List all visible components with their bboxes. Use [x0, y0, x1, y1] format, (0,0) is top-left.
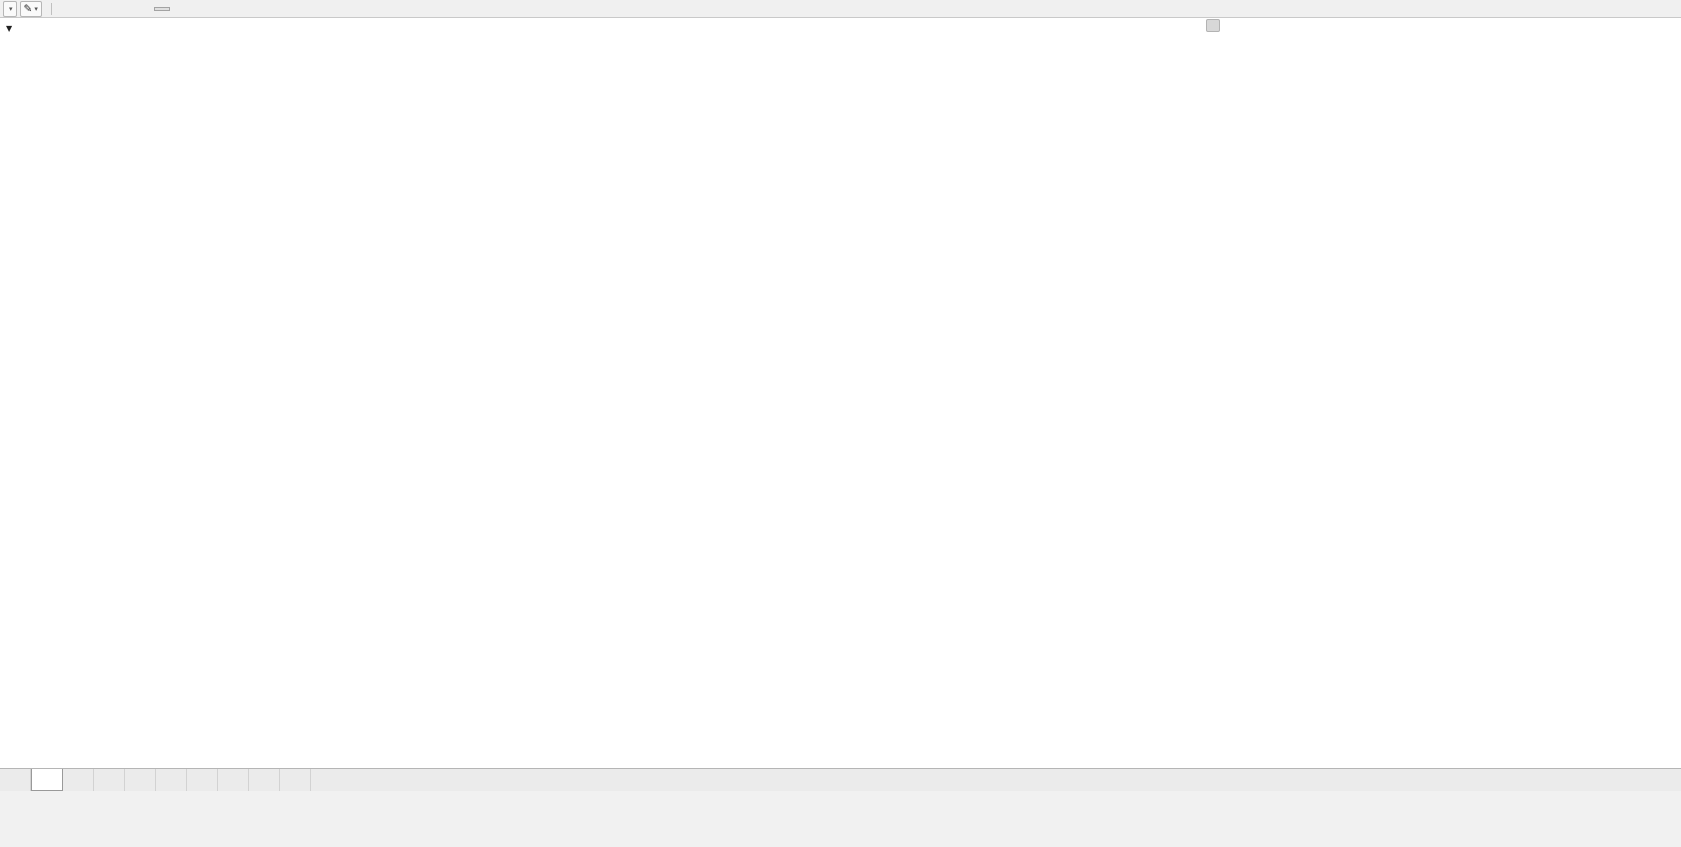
macd-indicator-label: [5, 660, 19, 673]
tab-usdcnh-daily[interactable]: [125, 769, 156, 791]
chevron-down-icon: ▾: [34, 4, 38, 13]
toolbar-separator: [50, 2, 52, 15]
tab-eurusd-daily-2[interactable]: [156, 769, 187, 791]
timeframe-m1-button[interactable]: [58, 7, 74, 11]
timeframe-w1-button[interactable]: [170, 7, 186, 11]
tab-gbpusd-daily[interactable]: [187, 769, 218, 791]
timeframe-h4-button[interactable]: [138, 7, 154, 11]
tab-uk100-daily[interactable]: [280, 769, 311, 791]
collapse-triangle-icon[interactable]: ▼: [6, 24, 13, 33]
timeframe-mn-button[interactable]: [186, 7, 202, 11]
chart-scrollbar-thumb[interactable]: [1206, 19, 1220, 32]
chart-tab-bar: [0, 768, 1681, 791]
candlestick-chart-canvas[interactable]: [0, 18, 1681, 768]
tab-xauusd-h1[interactable]: [218, 769, 249, 791]
top-toolbar: ▾ ✎ ▾: [0, 0, 1681, 18]
chart-symbol-label: ▼: [6, 22, 43, 35]
pen-icon: ✎: [23, 2, 33, 15]
timeframe-m5-button[interactable]: [74, 7, 90, 11]
tab-usdcad-daily[interactable]: [94, 769, 125, 791]
timeframe-m30-button[interactable]: [106, 7, 122, 11]
window-filler: [0, 791, 1681, 847]
tab-usdchf-daily[interactable]: [31, 769, 63, 791]
text-tool-button[interactable]: ▾: [3, 0, 17, 17]
tab-hk50-h1[interactable]: [249, 769, 280, 791]
chart-window: ▼: [0, 18, 1681, 768]
timeframe-h1-button[interactable]: [122, 7, 138, 11]
annotation-tool-button[interactable]: ✎ ▾: [19, 0, 42, 17]
rsi-indicator-label: [5, 563, 12, 576]
timeframe-d1-button[interactable]: [153, 6, 170, 11]
timeframe-m15-button[interactable]: [90, 7, 106, 11]
tab-eurusd-daily-1[interactable]: [0, 769, 31, 791]
tab-audusd-h4[interactable]: [63, 769, 94, 791]
chevron-down-icon: ▾: [9, 4, 13, 13]
